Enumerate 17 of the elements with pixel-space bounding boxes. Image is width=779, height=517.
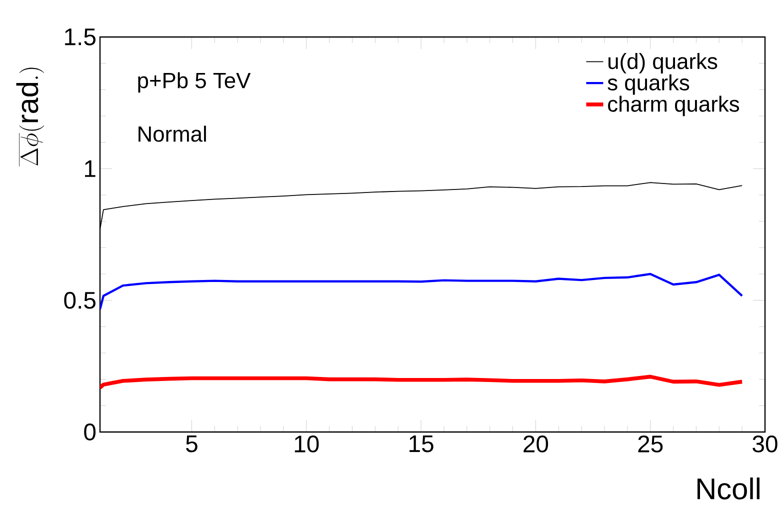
x-tick-label: 30 [752,436,778,452]
x-tick-label: 25 [638,436,663,452]
y-axis-title: $\overline{\Delta\phi}(\mathrm{rad.})$ [16,68,44,166]
x-tick-label: 5 [186,436,198,452]
x-tick-label: 10 [294,436,319,452]
x-tick-label: 15 [410,436,434,452]
y-tick-label: 1 [85,160,96,177]
legend-label: s quarks [608,74,690,95]
annotation: Normal [138,126,206,142]
y-tick-label: 0 [84,424,96,440]
x-axis-title: Ncoll [698,478,760,500]
legend-label: charm quarks [608,96,740,116]
annotation: p+Pb 5 TeV [138,72,251,93]
y-tick-label: 0.5 [64,292,96,309]
legend-label: u(d) quarks [608,53,718,74]
x-tick-label: 20 [524,436,548,452]
y-tick-label: 1.5 [65,28,96,46]
